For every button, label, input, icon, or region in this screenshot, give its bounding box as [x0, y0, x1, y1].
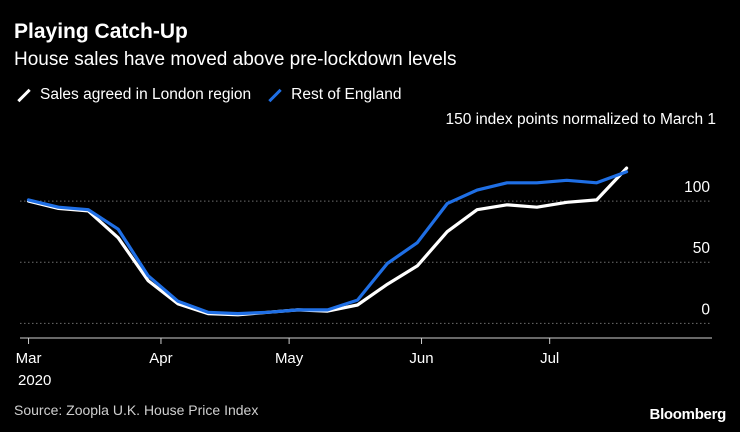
- legend-item-london: Sales agreed in London region: [14, 86, 251, 104]
- x-tick-label-4: Jul: [540, 350, 559, 367]
- legend-item-rest-of-england: Rest of England: [265, 86, 401, 104]
- x-axis: Mar Apr May Jun Jul: [16, 337, 712, 367]
- legend-label-rest-of-england: Rest of England: [291, 86, 402, 103]
- x-axis-year-label: 2020: [18, 372, 52, 389]
- source-note: Source: Zoopla U.K. House Price Index: [14, 402, 259, 418]
- chart-subtitle: House sales have moved above pre-lockdow…: [14, 49, 457, 70]
- legend: Sales agreed in London region Rest of En…: [14, 86, 415, 104]
- chart-title: Playing Catch-Up: [14, 20, 188, 43]
- x-tick-label-1: Apr: [149, 350, 172, 367]
- x-tick-label-3: Jun: [409, 350, 433, 367]
- bloomberg-logo: Bloomberg: [649, 406, 727, 423]
- series-line-london: [26, 166, 629, 317]
- y-tick-label-50: 50: [693, 240, 711, 257]
- x-tick-label-0: Mar: [16, 350, 42, 367]
- grid-layer: 0 50 100: [20, 179, 712, 324]
- units-label: 150 index points normalized to March 1: [445, 111, 716, 128]
- y-tick-label-0: 0: [701, 301, 710, 318]
- y-tick-label-100: 100: [684, 179, 710, 196]
- series-line-rest-of-england: [26, 170, 629, 316]
- x-tick-label-2: May: [275, 350, 304, 367]
- series-layer: [26, 166, 629, 317]
- legend-label-london: Sales agreed in London region: [40, 86, 252, 103]
